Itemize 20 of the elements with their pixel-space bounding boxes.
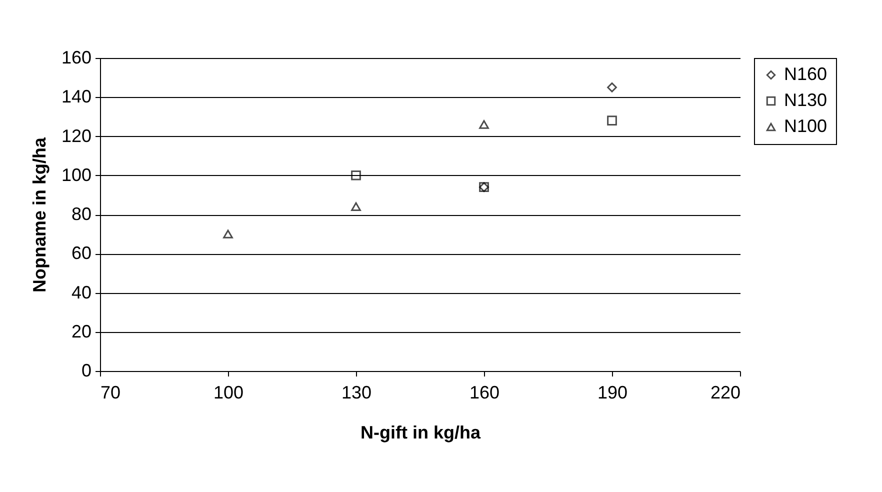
x-tick-label: 160 (469, 382, 500, 402)
y-tick-label: 40 (71, 282, 92, 302)
y-tick-label: 140 (61, 86, 92, 107)
x-tick-label: 220 (710, 382, 740, 402)
x-tick-label: 70 (100, 382, 121, 402)
legend-label: N160 (784, 64, 828, 84)
y-tick-label: 100 (61, 164, 92, 185)
x-tick-label: 100 (213, 382, 244, 402)
y-tick-label: 60 (71, 243, 92, 264)
y-tick-label: 120 (61, 126, 92, 146)
x-tick-label: 130 (341, 382, 372, 402)
x-tick-label: 190 (597, 382, 628, 402)
legend-label: N130 (784, 90, 828, 110)
x-axis-title: N-gift in kg/ha (360, 422, 482, 442)
y-tick-label: 80 (71, 204, 92, 224)
y-tick-label: 160 (61, 48, 92, 68)
y-tick-label: 0 (81, 360, 92, 380)
y-tick-label: 20 (71, 321, 92, 342)
y-axis-title: Nopname in kg/ha (29, 136, 50, 293)
legend-label: N100 (784, 116, 828, 136)
